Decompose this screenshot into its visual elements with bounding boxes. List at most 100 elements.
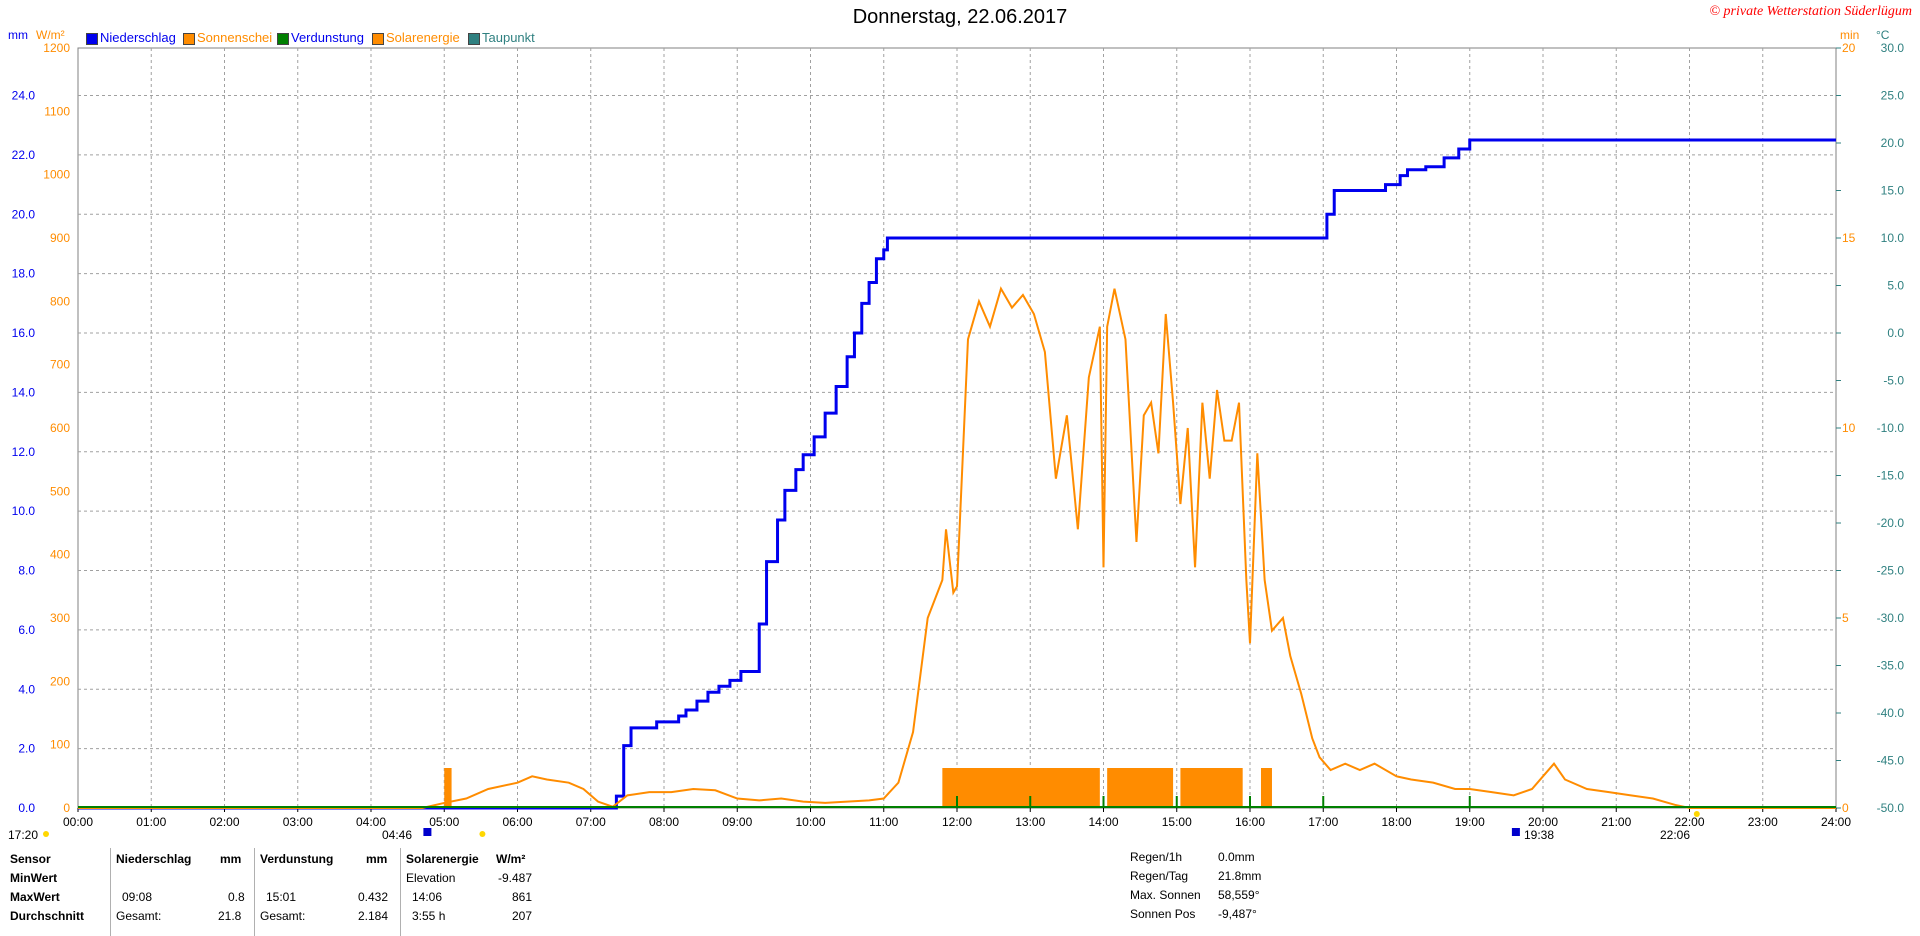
legend-label: Verdunstung xyxy=(291,30,365,45)
marker-left-time: 17:20 xyxy=(8,828,39,842)
legend-label: Taupunkt xyxy=(482,30,535,45)
ytick-c-label: 5.0 xyxy=(1887,279,1904,293)
ytick-c-label: 15.0 xyxy=(1881,184,1905,198)
xtick-label: 09:00 xyxy=(722,815,752,829)
ytick-wm2-label: 400 xyxy=(50,548,70,562)
ytick-wm2-label: 100 xyxy=(50,738,70,752)
xtick-label: 15:00 xyxy=(1162,815,1192,829)
xtick-label: 14:00 xyxy=(1088,815,1118,829)
info-value: 0.0mm xyxy=(1218,850,1255,864)
elevation-value: -9.487 xyxy=(498,871,533,885)
xtick-label: 03:00 xyxy=(283,815,313,829)
ytick-mm-label: 12.0 xyxy=(12,445,36,459)
unit-wm2-left: W/m² xyxy=(36,28,65,42)
ytick-wm2-label: 200 xyxy=(50,674,70,688)
unit-min-right: min xyxy=(1840,28,1860,42)
ytick-c-label: -20.0 xyxy=(1877,516,1905,530)
legend-swatch xyxy=(86,33,98,45)
chart-title: Donnerstag, 22.06.2017 xyxy=(852,6,1068,28)
xtick-label: 24:00 xyxy=(1821,815,1851,829)
ytick-mm-label: 22.0 xyxy=(12,148,36,162)
unit-mm-left: mm xyxy=(8,28,28,42)
sunshine-bar xyxy=(1260,768,1272,808)
ytick-c-label: -10.0 xyxy=(1877,421,1905,435)
ytick-c-label: 30.0 xyxy=(1881,41,1905,55)
ytick-wm2-label: 800 xyxy=(50,294,70,308)
ytick-c-label: -35.0 xyxy=(1877,659,1905,673)
header-verdunstung: Verdunstung xyxy=(260,852,334,866)
sun-marker-left xyxy=(43,831,49,837)
copyright-text: © private Wetterstation Süderlügum xyxy=(1709,4,1912,19)
xtick-label: 20:00 xyxy=(1528,815,1558,829)
xtick-label: 05:00 xyxy=(429,815,459,829)
xtick-label: 01:00 xyxy=(136,815,166,829)
info-label: Max. Sonnen xyxy=(1130,888,1201,902)
ytick-mm-label: 8.0 xyxy=(18,564,35,578)
ytick-wm2-label: 1000 xyxy=(43,168,70,182)
xtick-label: 17:00 xyxy=(1308,815,1338,829)
header-sensor: Sensor xyxy=(10,852,51,866)
xtick-label: 11:00 xyxy=(869,815,898,829)
elevation-label: Elevation xyxy=(406,871,456,885)
chart-svg: 0.0 2.0 4.0 6.0 8.0 10.0 12.0 14.0 16.0 18.0 20.0 2… xyxy=(12,41,1905,837)
info-label: Sonnen Pos xyxy=(1130,907,1196,921)
row-minwert-label: MinWert xyxy=(10,871,58,885)
xtick-label: 04:00 xyxy=(356,815,386,829)
ytick-mm-label: 0.0 xyxy=(18,801,35,815)
gesamt-nied-value: 21.8 xyxy=(218,909,242,923)
ytick-c-label: -25.0 xyxy=(1877,564,1905,578)
ytick-min-label: 5 xyxy=(1842,611,1849,625)
avg-sol-value: 207 xyxy=(512,909,533,923)
ytick-mm-label: 6.0 xyxy=(18,623,35,637)
ytick-mm-label: 20.0 xyxy=(12,207,36,221)
sun-marker-right xyxy=(1693,811,1700,817)
xtick-label: 07:00 xyxy=(576,815,606,829)
sunrise-marker xyxy=(423,828,432,836)
xtick-label: 00:00 xyxy=(63,815,93,829)
info-label: Regen/Tag xyxy=(1130,869,1189,883)
marker-sunrise: 04:46 xyxy=(382,828,413,842)
table-divider xyxy=(400,848,401,936)
header-mm1: mm xyxy=(220,852,242,866)
table-divider xyxy=(110,848,111,936)
ytick-c-label: -5.0 xyxy=(1883,374,1904,388)
ytick-c-label: -45.0 xyxy=(1877,754,1905,768)
legend-swatch xyxy=(468,33,480,45)
legend-label: Sonnenschei xyxy=(197,30,273,45)
max-verd-value: 0.432 xyxy=(358,890,389,904)
ytick-min-label: 0 xyxy=(1842,801,1849,815)
ytick-wm2-label: 300 xyxy=(50,611,70,625)
legend-swatch xyxy=(372,33,384,45)
ytick-wm2-label: 700 xyxy=(50,358,70,372)
ytick-mm-label: 10.0 xyxy=(12,504,36,518)
xtick-label: 22:00 xyxy=(1674,815,1704,829)
ytick-mm-label: 16.0 xyxy=(12,326,36,340)
ytick-c-label: -15.0 xyxy=(1877,469,1905,483)
marker-sunset: 19:38 xyxy=(1524,828,1555,842)
row-maxwert-label: MaxWert xyxy=(10,890,60,904)
ytick-c-label: -50.0 xyxy=(1877,801,1905,815)
sunshine-bar xyxy=(444,768,452,808)
max-sol-value: 861 xyxy=(512,890,533,904)
ytick-min-label: 15 xyxy=(1842,231,1856,245)
sol-duration: 3:55 h xyxy=(412,909,446,923)
xtick-label: 13:00 xyxy=(1015,815,1045,829)
ytick-mm-label: 4.0 xyxy=(18,682,35,696)
xtick-label: 06:00 xyxy=(502,815,532,829)
ytick-min-label: 20 xyxy=(1842,41,1856,55)
info-value: 58,559° xyxy=(1218,888,1260,902)
ytick-wm2-label: 900 xyxy=(50,231,70,245)
header-wm2: W/m² xyxy=(496,852,526,866)
sunshine-bar xyxy=(1180,768,1243,808)
max-nied-value: 0.8 xyxy=(228,890,245,904)
gesamt-verd-value: 2.184 xyxy=(358,909,389,923)
max-nied-time: 09:08 xyxy=(122,890,153,904)
ytick-c-label: 25.0 xyxy=(1881,89,1905,103)
marker-right-time: 22:06 xyxy=(1660,828,1691,842)
ytick-mm-label: 14.0 xyxy=(12,385,36,399)
ytick-wm2-label: 600 xyxy=(50,421,70,435)
ytick-c-label: 10.0 xyxy=(1881,231,1905,245)
sun-marker-sunrise xyxy=(479,831,486,837)
ytick-c-label: -40.0 xyxy=(1877,706,1905,720)
ytick-c-label: 20.0 xyxy=(1881,136,1905,150)
